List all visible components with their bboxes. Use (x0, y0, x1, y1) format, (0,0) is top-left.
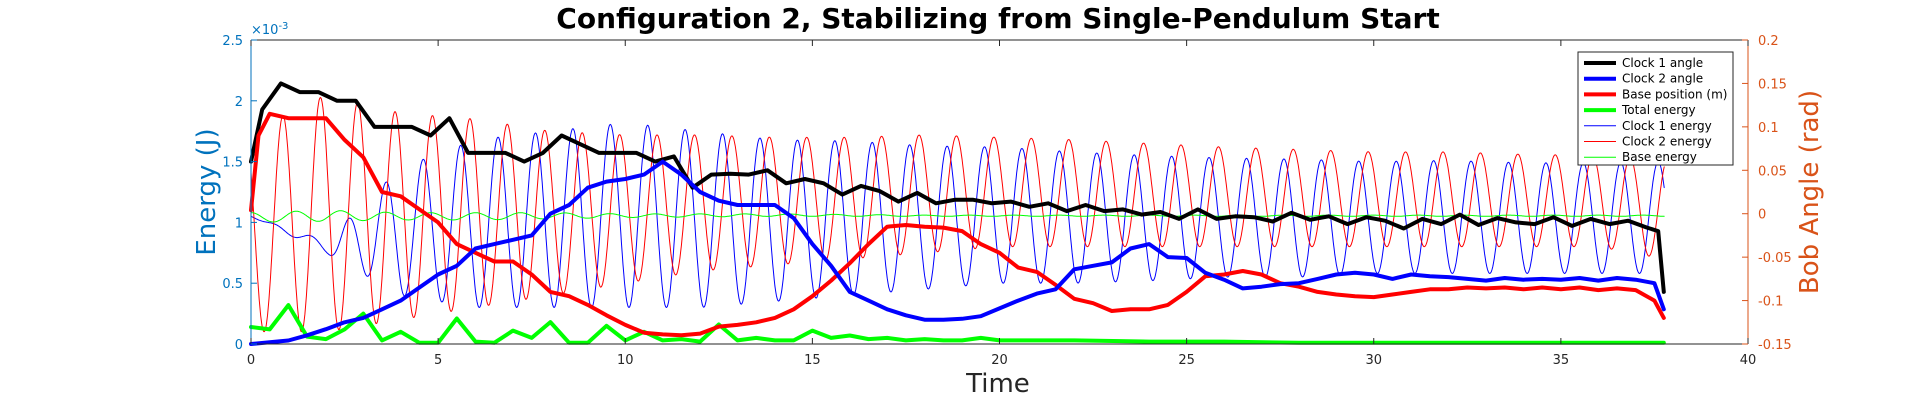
right-y-tick-label: -0.05 (1758, 251, 1792, 266)
x-tick-label: 0 (247, 353, 255, 368)
right-y-tick-label: -0.15 (1758, 338, 1792, 353)
x-tick-label: 40 (1740, 353, 1757, 368)
left-y-tick-label: 2 (235, 95, 243, 110)
right-y-tick-label: 0.15 (1758, 77, 1787, 92)
x-tick-label: 5 (434, 353, 442, 368)
left-axis-multiplier: ×10-3 (251, 21, 288, 38)
legend-label: Base energy (1622, 150, 1697, 164)
x-axis-label: Time (965, 369, 1030, 399)
right-y-tick-label: 0.05 (1758, 164, 1787, 179)
plot-area (249, 81, 1666, 346)
right-y-tick-label: 0.2 (1758, 34, 1779, 49)
series-line-base-energy (250, 210, 1665, 223)
x-tick-label: 25 (1178, 353, 1195, 368)
left-y-tick-label: 1.5 (222, 156, 243, 171)
left-y-tick-label: 2.5 (222, 34, 243, 49)
left-y-tick-label: 1 (235, 216, 243, 231)
x-tick-label: 30 (1365, 353, 1382, 368)
x-tick-label: 35 (1553, 353, 1570, 368)
left-axis-label: Energy (J) (192, 128, 222, 255)
plot-background (251, 40, 1748, 344)
right-y-tick-label: -0.1 (1758, 295, 1783, 310)
series-line-clock-1-angle (249, 81, 1666, 294)
legend-label: Clock 1 energy (1622, 119, 1712, 133)
left-y-tick-label: 0 (235, 338, 243, 353)
x-tick-label: 20 (991, 353, 1008, 368)
legend-label: Base position (m) (1622, 87, 1727, 101)
legend-label: Clock 2 angle (1622, 72, 1703, 86)
legend-label: Clock 2 energy (1622, 135, 1712, 149)
legend-label: Clock 1 angle (1622, 56, 1703, 70)
right-y-tick-label: 0.1 (1758, 121, 1779, 136)
series-line-clock-2-angle (249, 159, 1666, 346)
series-line-total-energy (249, 303, 1666, 345)
right-y-tick-label: 0 (1758, 208, 1766, 223)
series-line-clock-2-energy (250, 97, 1665, 333)
x-tick-label: 10 (617, 353, 634, 368)
legend-label: Total energy (1621, 103, 1696, 117)
right-axis-label: Bob Angle (rad) (1795, 90, 1825, 294)
x-tick-label: 15 (804, 353, 821, 368)
chart-title: Configuration 2, Stabilizing from Single… (556, 2, 1439, 35)
ticks: 0 5 10 15 20 25 30 35 40 0 0.5 1 1.5 2 2.5 -0.15 -0.1 -0.… (222, 34, 1791, 368)
left-y-tick-label: 0.5 (222, 277, 243, 292)
